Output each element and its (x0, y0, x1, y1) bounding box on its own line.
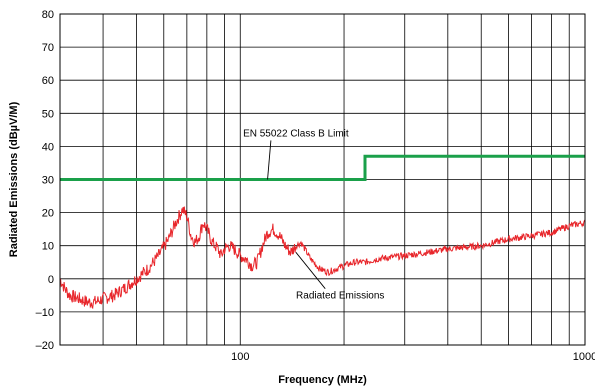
x-axis-label: Frequency (MHz) (278, 374, 367, 386)
y-tick-label: 80 (42, 9, 54, 21)
y-tick-label: –20 (36, 340, 54, 352)
y-tick-label: 70 (42, 42, 54, 54)
x-tick-label: 1000 (573, 351, 595, 363)
plot-series (59, 154, 586, 310)
x-tick-label: 100 (231, 351, 249, 363)
y-tick-label: 10 (42, 241, 54, 253)
y-axis-label: Radiated Emissions (dBµV/M) (8, 101, 20, 257)
y-tick-label: –10 (36, 307, 54, 319)
y-tick-label: 50 (42, 108, 54, 120)
annotation-label: Radiated Emissions (296, 291, 384, 302)
annotations: EN 55022 Class B Limit Radiated Emissions (243, 128, 384, 301)
y-tick-label: 30 (42, 175, 54, 187)
annotation-label: EN 55022 Class B Limit (243, 128, 349, 139)
x-axis-ticks: 100 1000 (231, 351, 595, 363)
y-tick-label: 60 (42, 75, 54, 87)
annotation-leader (295, 252, 326, 289)
y-axis-ticks: 80 70 60 50 40 30 20 10 0 –10 –20 (36, 9, 54, 352)
series-line-radiated-emissions (59, 206, 586, 310)
y-tick-label: 40 (42, 141, 54, 153)
y-tick-label: 0 (48, 274, 54, 286)
y-tick-label: 20 (42, 208, 54, 220)
annotation-leader (267, 140, 272, 180)
series-line-class-b-limit (60, 154, 585, 181)
plot-frame (59, 13, 586, 346)
